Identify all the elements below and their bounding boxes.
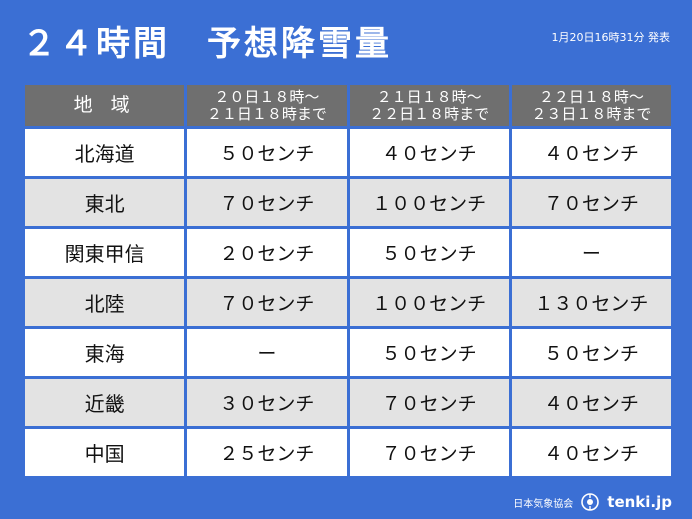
header-period-3-line2: ２３日１８時まで bbox=[531, 104, 652, 123]
header-period-2-line2: ２２日１８時まで bbox=[369, 104, 490, 123]
header-period-1-line2: ２１日１８時まで bbox=[206, 104, 327, 123]
header-period-3: ２２日１８時～ ２３日１８時まで bbox=[511, 85, 671, 126]
value-cell: ４０センチ bbox=[511, 129, 671, 176]
table-row: 北海道 ５０センチ ４０センチ ４０センチ bbox=[25, 129, 671, 176]
value-cell: ー bbox=[187, 329, 347, 376]
value-cell: ３０センチ bbox=[187, 379, 347, 426]
value-cell: ５０センチ bbox=[349, 229, 509, 276]
header-period-2: ２１日１８時～ ２２日１８時まで bbox=[349, 85, 509, 126]
value-cell: ５０センチ bbox=[349, 329, 509, 376]
association-label: 日本気象協会 bbox=[513, 498, 574, 510]
value-cell: ７０センチ bbox=[511, 179, 671, 226]
value-cell: ４０センチ bbox=[511, 379, 671, 426]
page-title: ２４時間 予想降雪量 bbox=[22, 24, 392, 64]
region-cell: 関東甲信 bbox=[25, 229, 185, 276]
table-header-row: 地 域 ２０日１８時～ ２１日１８時まで ２１日１８時～ ２２日１８時まで ２２… bbox=[25, 85, 671, 126]
value-cell: １００センチ bbox=[349, 179, 509, 226]
value-cell: ５０センチ bbox=[187, 129, 347, 176]
value-cell: ４０センチ bbox=[511, 429, 671, 476]
header-period-3-line1: ２２日１８時～ bbox=[538, 87, 644, 106]
tenki-logo-icon bbox=[581, 493, 600, 511]
value-cell: １００センチ bbox=[349, 279, 509, 326]
value-cell: ２５センチ bbox=[187, 429, 347, 476]
region-cell: 北海道 bbox=[25, 129, 185, 176]
value-cell: ７０センチ bbox=[187, 179, 347, 226]
header-period-2-line1: ２１日１８時～ bbox=[376, 87, 482, 106]
table-row: 関東甲信 ２０センチ ５０センチ ー bbox=[25, 229, 671, 276]
table-row: 中国 ２５センチ ７０センチ ４０センチ bbox=[25, 429, 671, 476]
table-row: 北陸 ７０センチ １００センチ １３０センチ bbox=[25, 279, 671, 326]
value-cell: ７０センチ bbox=[187, 279, 347, 326]
brand-logo-text[interactable]: tenki.jp bbox=[607, 493, 672, 511]
header-period-1-line1: ２０日１８時～ bbox=[214, 87, 320, 106]
value-cell: ５０センチ bbox=[511, 329, 671, 376]
snowfall-table: 地 域 ２０日１８時～ ２１日１８時まで ２１日１８時～ ２２日１８時まで ２２… bbox=[22, 82, 674, 479]
region-cell: 東海 bbox=[25, 329, 185, 376]
value-cell: ２０センチ bbox=[187, 229, 347, 276]
header-period-1: ２０日１８時～ ２１日１８時まで bbox=[187, 85, 347, 126]
table-row: 東海 ー ５０センチ ５０センチ bbox=[25, 329, 671, 376]
region-cell: 東北 bbox=[25, 179, 185, 226]
region-cell: 近畿 bbox=[25, 379, 185, 426]
value-cell: ７０センチ bbox=[349, 379, 509, 426]
header-region: 地 域 bbox=[25, 85, 185, 126]
table-row: 近畿 ３０センチ ７０センチ ４０センチ bbox=[25, 379, 671, 426]
table-row: 東北 ７０センチ １００センチ ７０センチ bbox=[25, 179, 671, 226]
issued-timestamp: 1月20日16時31分 発表 bbox=[551, 31, 671, 44]
region-cell: 北陸 bbox=[25, 279, 185, 326]
value-cell: ７０センチ bbox=[349, 429, 509, 476]
value-cell: １３０センチ bbox=[511, 279, 671, 326]
footer-credit: 日本気象協会 tenki.jp bbox=[513, 493, 672, 511]
value-cell: ４０センチ bbox=[349, 129, 509, 176]
value-cell: ー bbox=[511, 229, 671, 276]
region-cell: 中国 bbox=[25, 429, 185, 476]
